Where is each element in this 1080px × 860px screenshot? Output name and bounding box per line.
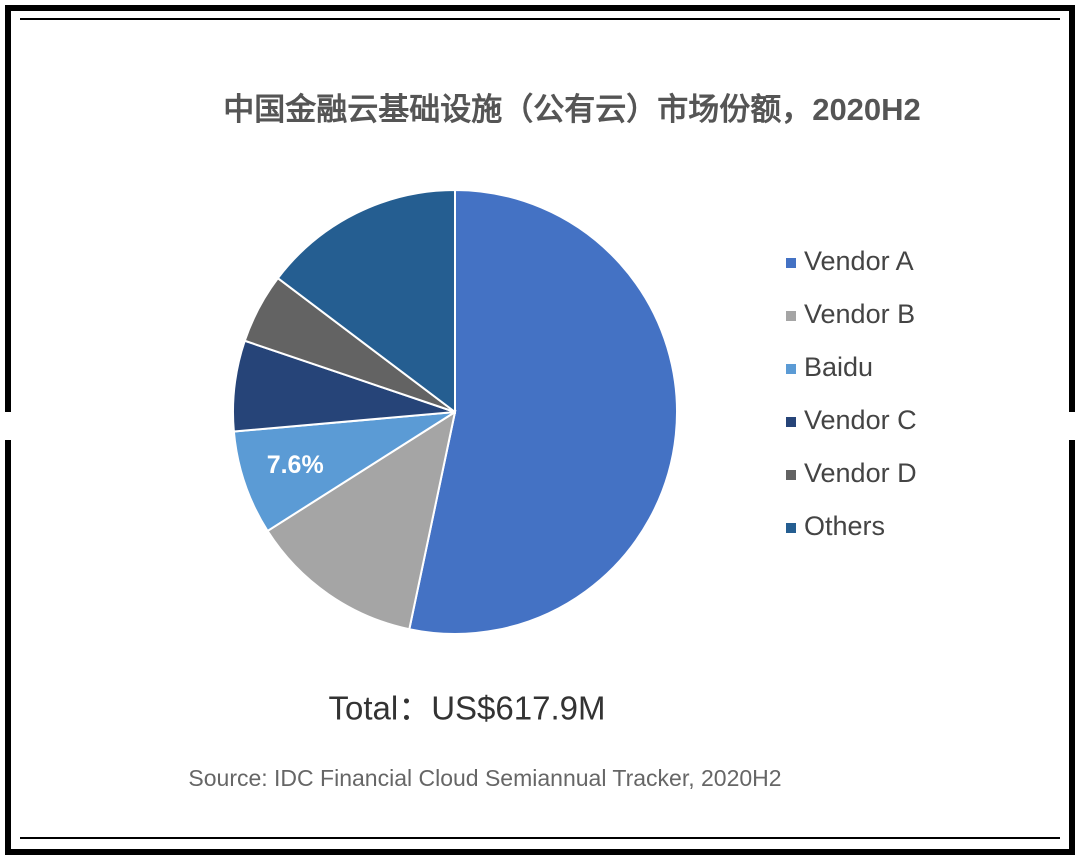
pie-slice [232,411,456,533]
legend-marker [786,470,796,480]
legend-label: Baidu [804,352,873,382]
legend-marker [786,417,796,427]
chart-title: 中国金融云基础设施（公有云）市场份额，2020H2 [223,92,921,127]
legend-label: Vendor D [804,458,917,488]
legend-marker [786,258,796,268]
pie-slice [276,188,456,415]
legend-label: Vendor B [804,299,915,329]
source: Source: IDC Financial Cloud Semiannual T… [188,765,781,791]
legend-marker [786,311,796,321]
frame [5,5,1075,855]
legend-label: Vendor A [804,246,914,276]
legend-marker [786,523,796,533]
pie-slice [408,188,678,635]
legend-marker [786,364,796,374]
total: Total：US$617.9M [329,690,606,727]
pie-slice [266,409,457,631]
legend-label: Vendor C [804,405,917,435]
data-label: 7.6% [267,451,324,479]
legend-label: Others [804,511,885,541]
